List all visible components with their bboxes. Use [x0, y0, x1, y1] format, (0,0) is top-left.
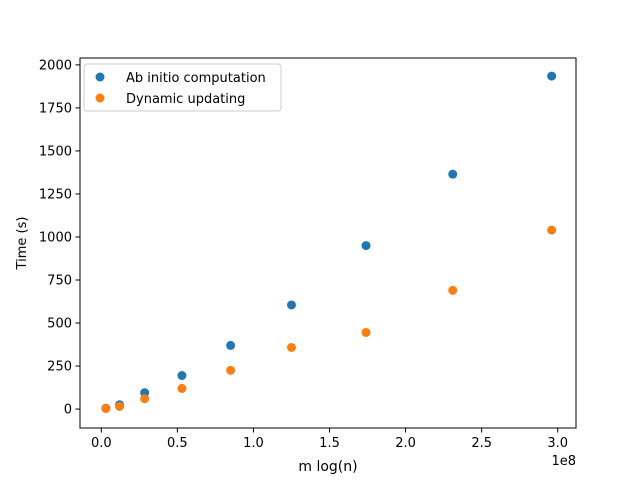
legend-frame — [83, 63, 282, 112]
x-tick-label: 3.0 — [547, 436, 568, 451]
x-tick-label: 1.5 — [319, 436, 340, 451]
series-ab-initio — [101, 71, 557, 413]
data-points — [101, 71, 557, 414]
y-axis-label: Time (s) — [15, 217, 30, 271]
legend: Ab initio computation Dynamic updating — [83, 63, 282, 112]
data-point-ab-initio — [361, 241, 371, 251]
y-tick-label: 1500 — [39, 144, 72, 159]
series-dynamic — [101, 225, 557, 414]
data-point-ab-initio — [448, 169, 458, 179]
x-tick-label: 1.0 — [243, 436, 264, 451]
data-point-ab-initio — [547, 71, 557, 81]
data-point-dynamic — [448, 285, 458, 295]
data-point-ab-initio — [177, 371, 187, 381]
x-axis-offset-label: 1e8 — [551, 454, 576, 469]
y-tick-label: 2000 — [39, 58, 72, 73]
data-point-dynamic — [177, 383, 187, 393]
y-tick-label: 1250 — [39, 187, 72, 202]
legend-label-dynamic: Dynamic updating — [126, 92, 245, 107]
data-point-ab-initio — [286, 300, 296, 310]
legend-marker-ab-initio — [95, 72, 105, 82]
x-tick-label: 0.0 — [91, 436, 112, 451]
data-point-dynamic — [286, 342, 296, 352]
data-point-dynamic — [140, 394, 150, 404]
legend-label-ab-initio: Ab initio computation — [126, 71, 266, 86]
data-point-dynamic — [361, 327, 371, 337]
data-point-dynamic — [115, 401, 125, 411]
data-point-dynamic — [226, 365, 236, 375]
y-tick-label: 1750 — [39, 101, 72, 116]
data-point-ab-initio — [226, 340, 236, 350]
data-point-dynamic — [547, 225, 557, 235]
x-tick-label: 2.5 — [471, 436, 492, 451]
y-tick-label: 1000 — [39, 230, 72, 245]
y-axis: 0 250 500 750 1000 1250 1500 1750 2000 — [39, 58, 80, 418]
x-tick-label: 2.0 — [395, 436, 416, 451]
y-tick-label: 750 — [47, 274, 72, 289]
x-tick-label: 0.5 — [167, 436, 188, 451]
plot-frame — [79, 57, 577, 429]
y-tick-label: 500 — [47, 317, 72, 332]
y-tick-label: 250 — [47, 360, 72, 375]
x-axis: 0.0 0.5 1.0 1.5 2.0 2.5 3.0 — [91, 428, 568, 451]
legend-marker-dynamic — [95, 93, 105, 103]
y-tick-label: 0 — [64, 403, 72, 418]
data-point-dynamic — [101, 404, 111, 414]
x-axis-label: m log(n) — [298, 459, 357, 475]
